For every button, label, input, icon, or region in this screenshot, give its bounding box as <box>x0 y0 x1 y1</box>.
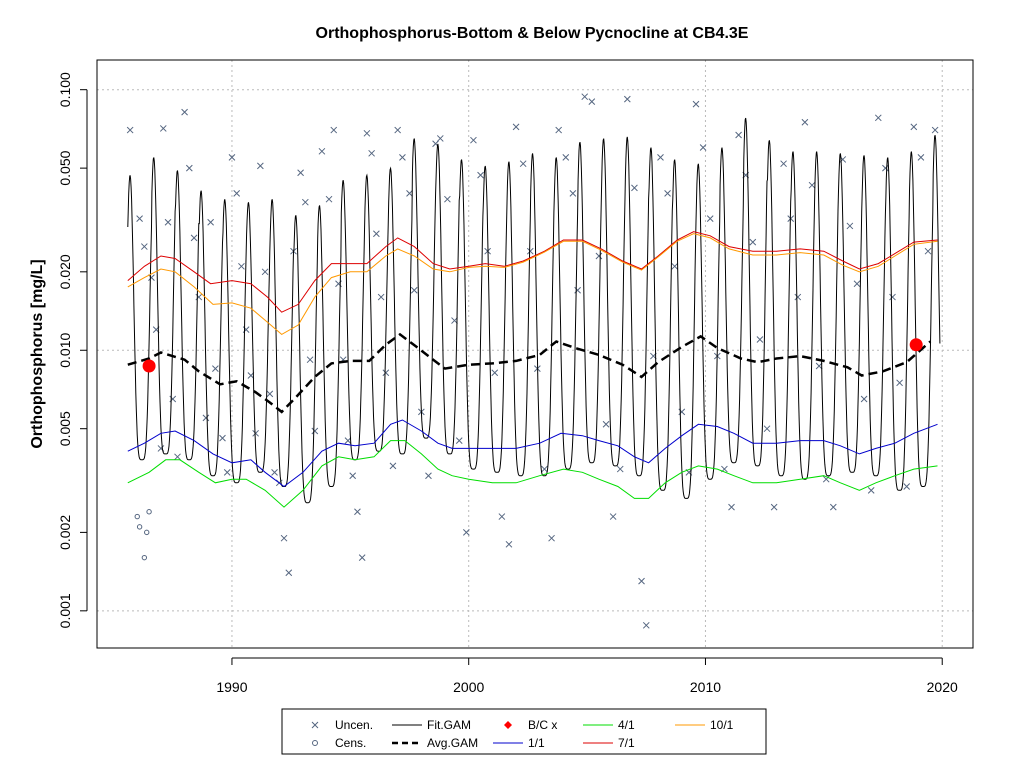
x-tick-label: 2010 <box>690 679 721 695</box>
y-tick-label: 0.010 <box>57 333 73 368</box>
legend-label: 10/1 <box>710 718 734 732</box>
x-tick-label: 2000 <box>453 679 484 695</box>
bc-point <box>143 360 156 373</box>
legend-label: Avg.GAM <box>427 736 478 750</box>
legend-label: Fit.GAM <box>427 718 471 732</box>
y-tick-label: 0.020 <box>57 254 73 289</box>
y-tick-label: 0.005 <box>57 411 73 446</box>
y-tick-label: 0.001 <box>57 593 73 628</box>
legend-label: 4/1 <box>618 718 635 732</box>
legend-label: Uncen. <box>335 718 373 732</box>
y-tick-label: 0.100 <box>57 72 73 107</box>
legend-label: B/C x <box>528 718 557 732</box>
y-tick-label: 0.050 <box>57 150 73 185</box>
bc-point <box>910 338 923 351</box>
legend-label: 7/1 <box>618 736 635 750</box>
x-tick-label: 2020 <box>927 679 958 695</box>
chart-title: Orthophosphorus-Bottom & Below Pycnoclin… <box>316 25 749 42</box>
x-tick-label: 1990 <box>216 679 247 695</box>
legend-label: 1/1 <box>528 736 545 750</box>
legend: Uncen. Cens. Fit.GAM Avg.GAM B/C x 1/1 4/1 7/1 1… <box>282 709 766 754</box>
legend-label: Cens. <box>335 736 366 750</box>
y-axis-label: Orthophosphorus [mg/L] <box>29 259 46 448</box>
y-tick-label: 0.002 <box>57 515 73 550</box>
